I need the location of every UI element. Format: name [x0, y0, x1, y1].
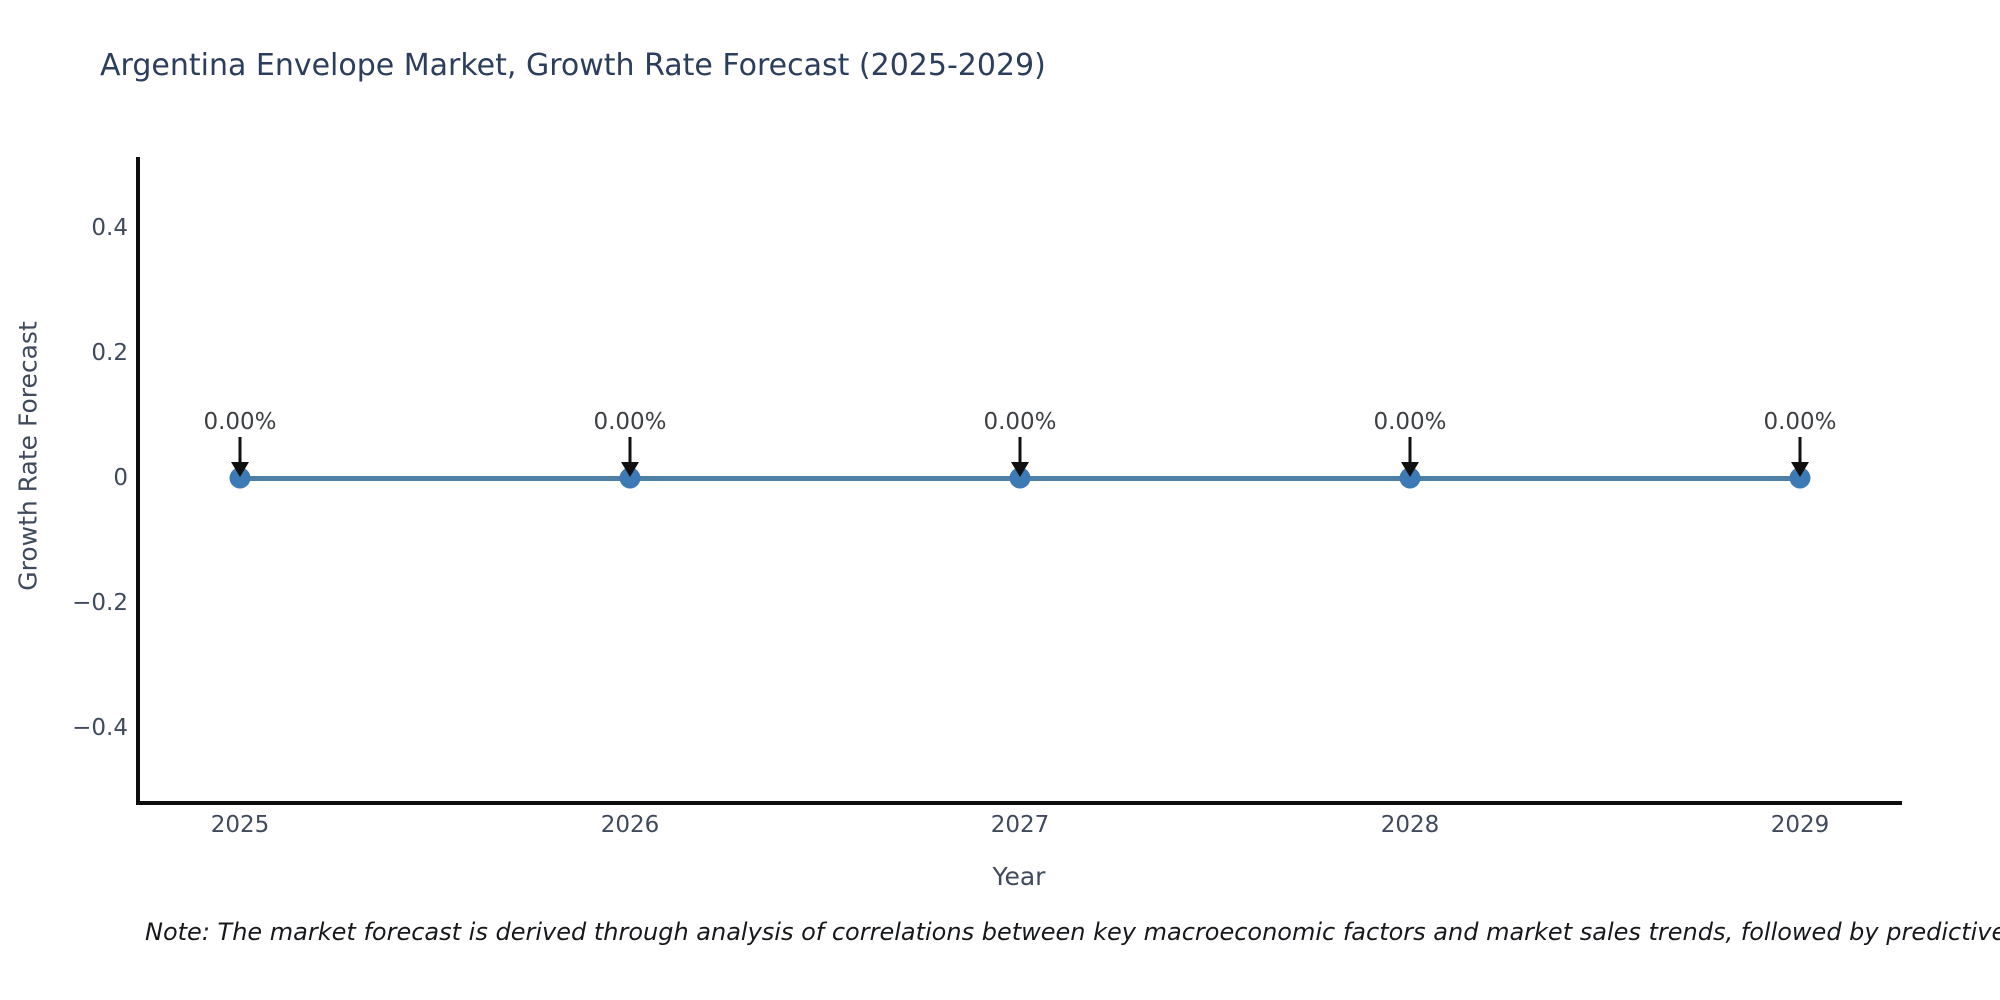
- x-tick-label: 2029: [1770, 812, 1830, 838]
- point-annotation-label: 0.00%: [593, 409, 667, 435]
- y-tick-label: 0: [113, 465, 128, 491]
- x-tick-label: 2026: [600, 812, 660, 838]
- annotation-arrow-head: [621, 462, 639, 477]
- annotation-arrow-stem: [1018, 437, 1022, 464]
- annotation-arrow-head: [1011, 462, 1029, 477]
- annotation-arrow-stem: [628, 437, 632, 464]
- annotation-arrow-stem: [1408, 437, 1412, 464]
- annotation-arrow-stem: [238, 437, 242, 464]
- x-tick-label: 2025: [210, 812, 270, 838]
- point-annotation-label: 0.00%: [203, 409, 277, 435]
- annotation-arrow-head: [1791, 462, 1809, 477]
- x-axis-spine: [136, 801, 1902, 805]
- methodology-note: Note: The market forecast is derived thr…: [145, 918, 2000, 946]
- y-tick-label: −0.4: [72, 715, 128, 741]
- x-axis-title: Year: [992, 862, 1046, 891]
- y-tick-label: 0.2: [91, 340, 128, 366]
- x-tick-label: 2027: [990, 812, 1050, 838]
- annotation-arrow-stem: [1798, 437, 1802, 464]
- y-axis-spine: [136, 157, 140, 805]
- y-tick-label: 0.4: [91, 215, 128, 241]
- x-tick-label: 2028: [1380, 812, 1440, 838]
- annotation-arrow-head: [231, 462, 249, 477]
- point-annotation-label: 0.00%: [1373, 409, 1447, 435]
- chart-title: Argentina Envelope Market, Growth Rate F…: [100, 48, 1046, 83]
- y-tick-label: −0.2: [72, 590, 128, 616]
- annotation-arrow-head: [1401, 462, 1419, 477]
- point-annotation-label: 0.00%: [983, 409, 1057, 435]
- point-annotation-label: 0.00%: [1763, 409, 1837, 435]
